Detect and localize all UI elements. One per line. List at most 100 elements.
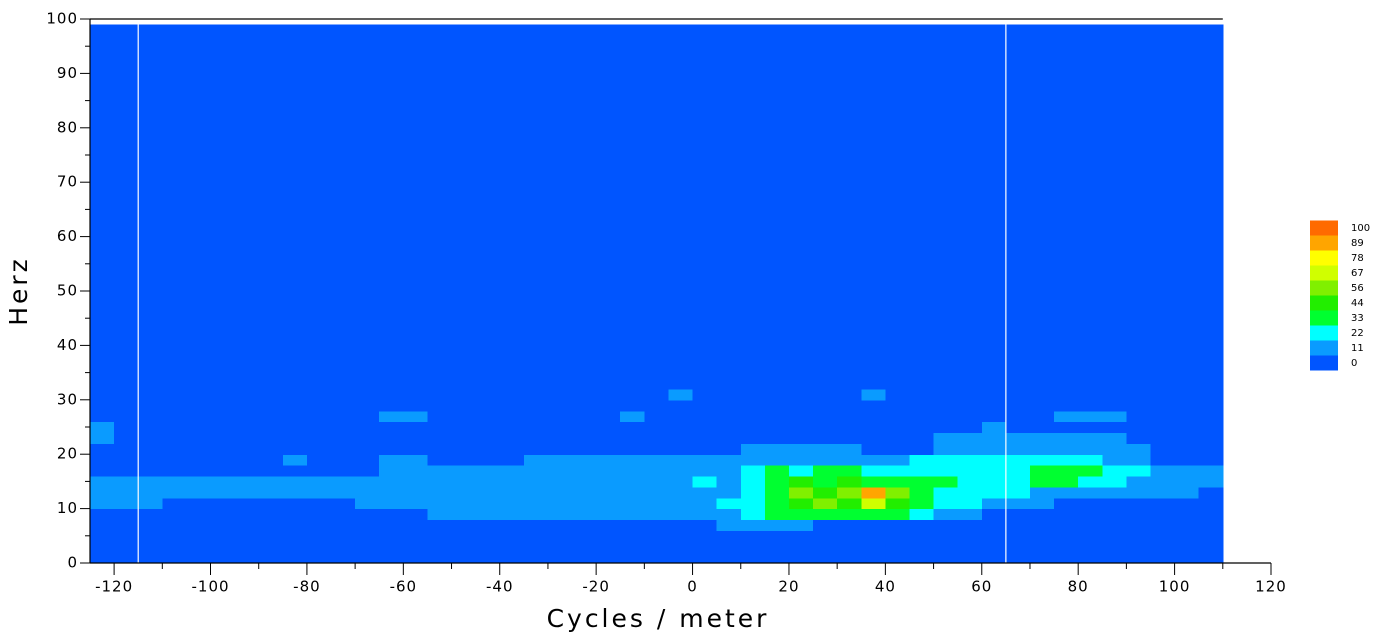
contour-cell xyxy=(210,486,236,499)
contour-cell xyxy=(547,530,573,564)
contour-cell xyxy=(981,486,1007,499)
contour-cell xyxy=(547,24,573,390)
contour-cell xyxy=(258,388,284,401)
contour-cell xyxy=(1102,519,1127,531)
y-tick-label: 30 xyxy=(57,390,78,408)
contour-cell xyxy=(282,388,308,401)
contour-cell xyxy=(186,24,212,390)
contour-cell xyxy=(331,388,356,401)
contour-cell xyxy=(620,486,645,499)
contour-cell xyxy=(861,508,886,521)
contour-cell xyxy=(692,24,718,390)
contour-cell xyxy=(1102,475,1127,488)
contour-cell xyxy=(788,443,814,455)
contour-cell xyxy=(234,443,260,455)
contour-cell xyxy=(813,454,838,466)
contour-cell xyxy=(355,454,380,466)
contour-cell xyxy=(234,486,260,499)
contour-cell xyxy=(1174,432,1200,444)
contour-cell xyxy=(981,508,1007,521)
contour-cell xyxy=(138,465,163,477)
contour-cell xyxy=(523,399,549,412)
contour-cell xyxy=(1005,454,1031,466)
overlay: -120 -100 -80 -60 -40 -20 0 20 40 60 80 100 120 0 10 20… xyxy=(46,10,1370,596)
contour-cell xyxy=(885,399,911,412)
contour-cell xyxy=(331,465,356,477)
contour-cell xyxy=(909,432,935,444)
contour-cell xyxy=(957,421,983,434)
contour-cell xyxy=(1150,508,1176,521)
contour-cell xyxy=(1005,443,1031,455)
contour-cell xyxy=(282,443,308,455)
contour-cell xyxy=(788,465,814,477)
contour-cell xyxy=(861,432,886,444)
contour-cell xyxy=(837,432,862,444)
contour-cell xyxy=(861,24,886,390)
contour-cell xyxy=(596,497,621,510)
contour-cell xyxy=(740,421,766,434)
contour-cell xyxy=(692,421,718,434)
contour-cell xyxy=(162,399,188,412)
contour-cell xyxy=(1005,388,1031,401)
contour-cell xyxy=(234,421,260,434)
contour-cell xyxy=(186,432,212,444)
x-tick-label: 100 xyxy=(1159,578,1191,596)
x-tick-label: -60 xyxy=(390,578,418,596)
contour-cell xyxy=(90,519,115,531)
contour-cell xyxy=(716,443,742,455)
contour-cell xyxy=(837,530,862,564)
contour-cell xyxy=(234,497,260,510)
contour-cell xyxy=(813,508,838,521)
contour-cell xyxy=(1174,388,1200,401)
contour-cell xyxy=(981,465,1007,477)
contour-cell xyxy=(668,497,694,510)
contour-cell xyxy=(282,486,308,499)
colorbar-label: 89 xyxy=(1351,238,1364,249)
contour-cell xyxy=(355,530,380,564)
contour-cell xyxy=(1005,432,1031,444)
contour-cell xyxy=(282,465,308,477)
colorbar-swatch xyxy=(1310,265,1338,281)
contour-cell xyxy=(138,486,163,499)
contour-cell xyxy=(1102,497,1127,510)
contour-cell xyxy=(114,432,139,444)
contour-cell xyxy=(1102,530,1127,564)
contour-cell xyxy=(572,486,597,499)
contour-cell xyxy=(644,486,670,499)
contour-cell xyxy=(813,465,838,477)
contour-cell xyxy=(475,508,501,521)
contour-cell xyxy=(1029,24,1055,390)
contour-cell xyxy=(1126,465,1152,477)
x-tick-label: 40 xyxy=(875,578,896,596)
contour-cell xyxy=(475,519,501,531)
contour-cell xyxy=(885,421,911,434)
contour-cell xyxy=(379,24,404,390)
contour-cell xyxy=(933,432,959,444)
contour-cell xyxy=(499,399,525,412)
contour-cell xyxy=(234,475,260,488)
contour-cell xyxy=(909,519,935,531)
contour-cell xyxy=(740,24,766,390)
contour-cell xyxy=(764,421,790,434)
contour-cell xyxy=(186,497,212,510)
contour-cell xyxy=(885,519,911,531)
contour-cell xyxy=(1054,465,1079,477)
contour-cell xyxy=(837,24,862,390)
contour-cell xyxy=(306,24,332,390)
contour-cell xyxy=(234,24,260,390)
contour-cell xyxy=(596,486,621,499)
contour-cell xyxy=(957,497,983,510)
contour-cell xyxy=(572,454,597,466)
contour-cell xyxy=(909,486,935,499)
contour-cell xyxy=(764,388,790,401)
contour-cell xyxy=(813,388,838,401)
contour-cell xyxy=(403,24,429,390)
contour-cell xyxy=(403,410,429,423)
contour-cell xyxy=(740,432,766,444)
contour-cell xyxy=(957,388,983,401)
contour-cell xyxy=(1198,421,1224,434)
contour-cell xyxy=(740,486,766,499)
contour-cell xyxy=(306,399,332,412)
contour-cell xyxy=(547,410,573,423)
contour-cell xyxy=(764,454,790,466)
